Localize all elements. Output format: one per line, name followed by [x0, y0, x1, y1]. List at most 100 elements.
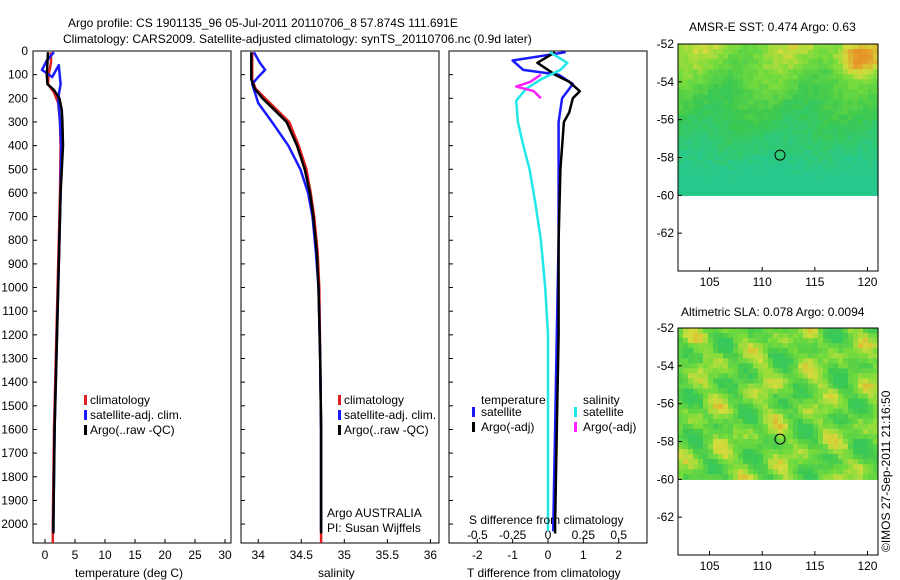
map-cell [713, 79, 719, 85]
map-cell [703, 99, 709, 106]
map-cell [753, 378, 759, 385]
map-cell [783, 469, 789, 475]
map-cell [848, 328, 854, 334]
map-cell [863, 154, 869, 161]
map-cell [778, 348, 784, 354]
legend-label-t-satellite: satellite [481, 405, 522, 419]
map-cell [753, 114, 759, 121]
map-cell [778, 333, 784, 339]
map-cell [703, 44, 709, 50]
map-cell [703, 190, 709, 196]
map-cell [838, 459, 844, 465]
map-cell [803, 49, 809, 55]
map-cell [768, 464, 774, 470]
map-cell [758, 84, 764, 90]
map-cell [863, 398, 869, 405]
map-cell [763, 175, 769, 181]
map-cell [743, 79, 749, 85]
map-cell [873, 154, 879, 161]
map-cell [728, 134, 734, 141]
map-cell [798, 175, 804, 181]
map-cell [683, 119, 689, 126]
map-cell [748, 383, 754, 390]
map-cell [773, 84, 779, 90]
map-cell [813, 474, 819, 480]
map-cell [763, 464, 769, 470]
map-cell [758, 348, 764, 354]
map-cell [858, 94, 864, 101]
map-cell [803, 459, 809, 465]
map-cell [783, 423, 789, 430]
map-cell [738, 44, 744, 50]
map-cell [718, 459, 724, 465]
map-cell [858, 444, 864, 450]
map-cell [788, 333, 794, 339]
map-cell [728, 129, 734, 136]
map-cell [868, 54, 874, 60]
map-cell [823, 454, 829, 460]
map-cell [718, 114, 724, 121]
map-cell [723, 333, 729, 339]
map-cell [743, 428, 749, 435]
map-cell [873, 134, 879, 141]
map-cell [843, 438, 849, 445]
map-cell [873, 165, 879, 171]
map-cell [688, 423, 694, 430]
map-cell [853, 134, 859, 141]
map-cell [718, 129, 724, 136]
map-cell [753, 454, 759, 460]
map-cell [823, 469, 829, 475]
map-cell [783, 170, 789, 176]
map-cell [723, 328, 729, 334]
map-cell [688, 109, 694, 116]
map-cell [863, 114, 869, 121]
map-cell [833, 79, 839, 85]
map-cell [718, 474, 724, 480]
map-cell [723, 459, 729, 465]
map-cell [788, 149, 794, 156]
map-cell [693, 398, 699, 405]
map-cell [758, 180, 764, 186]
map-cell [708, 398, 714, 405]
map-lat-tick-label: -52 [657, 321, 675, 335]
map-cell [723, 154, 729, 161]
map-cell [863, 368, 869, 374]
map-cell [753, 459, 759, 465]
map-cell [728, 59, 734, 65]
map-cell [718, 49, 724, 55]
map-cell [773, 54, 779, 60]
map-cell [778, 408, 784, 415]
map-cell [778, 49, 784, 55]
map-cell [758, 408, 764, 415]
map-cell [773, 348, 779, 354]
map-cell [843, 383, 849, 390]
map-cell [848, 459, 854, 465]
map-cell [763, 328, 769, 334]
map-cell [678, 333, 684, 339]
map-cell [708, 54, 714, 60]
map-cell [863, 180, 869, 186]
map-cell [773, 94, 779, 101]
map-cell [713, 175, 719, 181]
map-cell [698, 49, 704, 55]
legend-swatch-s-argo [574, 422, 577, 432]
map-cell [728, 408, 734, 415]
map-cell [783, 190, 789, 196]
map-cell [728, 449, 734, 455]
map-cell [728, 388, 734, 395]
map-cell [838, 134, 844, 141]
map-cell [698, 403, 704, 410]
map-cell [738, 423, 744, 430]
map-cell [793, 459, 799, 465]
map-cell [723, 438, 729, 445]
map-cell [863, 44, 869, 50]
map-cell [678, 368, 684, 374]
map-cell [773, 59, 779, 65]
map-cell [678, 190, 684, 196]
map-cell [858, 418, 864, 425]
map-cell [808, 160, 814, 166]
map-cell [873, 49, 879, 55]
legend-label-argo: Argo(..raw -QC) [344, 423, 429, 437]
map-cell [863, 124, 869, 131]
map-cell [748, 114, 754, 121]
